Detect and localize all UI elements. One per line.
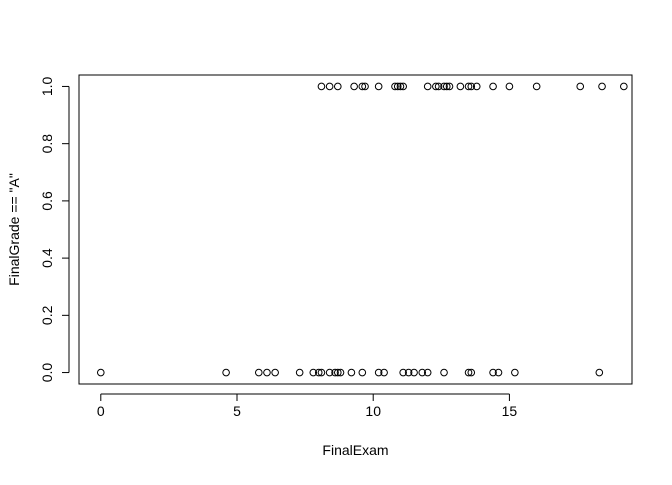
data-point bbox=[396, 82, 405, 91]
data-point bbox=[263, 368, 271, 377]
data-point bbox=[380, 368, 388, 377]
data-point bbox=[598, 82, 606, 91]
data-point bbox=[456, 82, 465, 91]
y-tick-label: 0.6 bbox=[39, 191, 55, 211]
y-tick-label: 0.8 bbox=[39, 134, 55, 154]
data-point bbox=[399, 82, 407, 91]
data-point bbox=[467, 368, 476, 377]
data-point bbox=[489, 368, 497, 377]
data-point bbox=[442, 82, 451, 91]
data-point bbox=[418, 368, 427, 377]
data-point bbox=[331, 368, 339, 377]
data-point bbox=[374, 82, 383, 91]
data-point bbox=[309, 368, 318, 377]
y-tick-label: 0.2 bbox=[39, 305, 55, 325]
data-point bbox=[511, 368, 519, 377]
data-point bbox=[358, 368, 367, 377]
data-point bbox=[423, 368, 432, 377]
data-point bbox=[393, 82, 402, 91]
data-point bbox=[325, 368, 334, 377]
data-point bbox=[347, 368, 356, 377]
data-point bbox=[434, 82, 443, 91]
data-point bbox=[410, 368, 418, 377]
x-tick-label: 10 bbox=[365, 403, 381, 419]
data-point bbox=[317, 82, 326, 91]
data-point bbox=[595, 368, 604, 377]
data-point bbox=[325, 82, 334, 91]
data-point bbox=[440, 82, 448, 91]
data-point bbox=[464, 82, 473, 91]
data-point bbox=[96, 368, 105, 377]
data-point bbox=[333, 82, 342, 91]
data-point bbox=[620, 82, 628, 91]
y-axis-label: FinalGrade == "A" bbox=[6, 173, 22, 286]
data-point bbox=[404, 368, 413, 377]
x-tick-label: 5 bbox=[233, 403, 241, 419]
data-points bbox=[96, 82, 628, 377]
y-tick-label: 0.0 bbox=[39, 363, 55, 383]
data-point bbox=[254, 368, 263, 377]
y-axis: 0.0 0.2 0.4 0.6 0.8 1.0 bbox=[39, 77, 70, 383]
data-point bbox=[423, 82, 432, 91]
x-tick-label: 15 bbox=[502, 403, 518, 419]
data-point bbox=[391, 82, 399, 91]
data-point bbox=[445, 82, 454, 91]
plot-frame bbox=[78, 74, 633, 385]
data-point bbox=[489, 82, 497, 91]
x-tick-label: 0 bbox=[97, 403, 105, 419]
data-point bbox=[358, 82, 367, 91]
y-tick-label: 1.0 bbox=[39, 77, 55, 97]
data-point bbox=[494, 368, 503, 377]
data-point bbox=[467, 82, 476, 91]
data-point bbox=[317, 368, 326, 377]
data-point bbox=[336, 368, 345, 377]
data-point bbox=[399, 368, 407, 377]
y-tick-label: 0.4 bbox=[39, 248, 55, 268]
data-point bbox=[505, 82, 514, 91]
data-point bbox=[464, 368, 473, 377]
data-point bbox=[271, 368, 279, 377]
data-point bbox=[440, 368, 448, 377]
data-point bbox=[350, 82, 358, 91]
data-point bbox=[333, 368, 342, 377]
data-point bbox=[374, 368, 383, 377]
data-point bbox=[361, 82, 369, 91]
x-axis-label: FinalExam bbox=[322, 442, 388, 458]
data-point bbox=[576, 82, 585, 91]
data-point bbox=[472, 82, 481, 91]
data-point bbox=[532, 82, 541, 91]
data-point bbox=[295, 368, 304, 377]
data-point bbox=[314, 368, 323, 377]
x-axis: 0 5 10 15 bbox=[97, 393, 518, 419]
data-point bbox=[222, 368, 230, 377]
data-point bbox=[432, 82, 440, 91]
